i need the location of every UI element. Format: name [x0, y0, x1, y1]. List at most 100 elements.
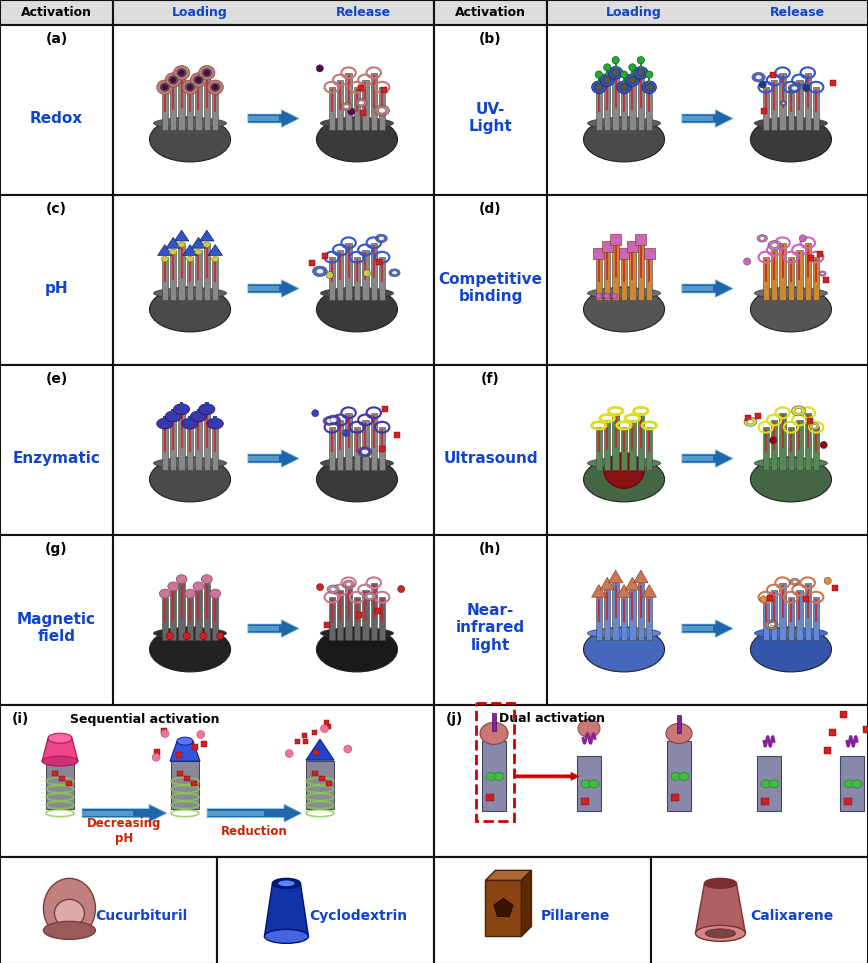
Ellipse shape	[769, 780, 779, 788]
Bar	[486, 794, 494, 801]
Bar	[761, 108, 767, 114]
Ellipse shape	[771, 243, 778, 247]
Circle shape	[646, 71, 653, 78]
Ellipse shape	[356, 98, 367, 107]
Bar	[667, 742, 691, 812]
Bar	[621, 257, 628, 300]
Bar	[547, 0, 868, 25]
Circle shape	[196, 77, 201, 83]
Ellipse shape	[199, 65, 215, 80]
Ellipse shape	[199, 403, 215, 415]
Bar	[204, 413, 210, 470]
Ellipse shape	[364, 592, 376, 601]
Circle shape	[799, 235, 806, 242]
Ellipse shape	[792, 405, 806, 416]
Bar	[113, 0, 434, 25]
Bar	[623, 74, 625, 84]
Ellipse shape	[751, 627, 832, 672]
Bar	[303, 740, 308, 744]
Text: Pillarene: Pillarene	[541, 909, 609, 924]
Bar	[595, 428, 602, 470]
Text: (a): (a)	[45, 32, 68, 46]
Bar	[646, 597, 653, 640]
Ellipse shape	[760, 237, 765, 240]
Ellipse shape	[751, 456, 832, 502]
Bar	[434, 705, 868, 857]
Polygon shape	[200, 230, 214, 241]
Ellipse shape	[193, 582, 204, 591]
Circle shape	[604, 293, 609, 299]
Bar	[547, 25, 868, 195]
Polygon shape	[306, 740, 334, 760]
Bar	[187, 257, 194, 300]
Ellipse shape	[595, 84, 603, 91]
Ellipse shape	[792, 86, 798, 91]
Bar	[379, 257, 385, 300]
Bar	[476, 703, 514, 821]
Polygon shape	[642, 585, 656, 597]
Ellipse shape	[376, 234, 387, 243]
Bar	[830, 80, 836, 86]
Bar	[434, 365, 547, 535]
Bar	[595, 88, 602, 130]
Text: Reduction: Reduction	[221, 824, 288, 838]
Bar	[807, 418, 813, 424]
FancyArrow shape	[682, 286, 713, 291]
Bar	[602, 241, 613, 251]
Bar	[813, 597, 819, 640]
Text: Sequential activation: Sequential activation	[70, 713, 220, 725]
Bar	[638, 73, 644, 130]
FancyArrow shape	[248, 116, 279, 121]
Text: (f): (f)	[481, 372, 500, 386]
Bar	[547, 365, 868, 535]
FancyArrow shape	[514, 772, 579, 780]
Ellipse shape	[361, 450, 368, 455]
Bar	[324, 622, 330, 628]
Bar	[326, 724, 331, 729]
Text: Enzymatic: Enzymatic	[12, 451, 101, 465]
Bar	[646, 428, 653, 470]
Bar	[788, 428, 794, 470]
Bar	[779, 583, 786, 640]
Bar	[170, 420, 176, 470]
Circle shape	[213, 85, 218, 90]
Bar	[362, 80, 369, 130]
Ellipse shape	[821, 273, 825, 274]
Bar	[604, 250, 610, 300]
Text: (d): (d)	[479, 202, 502, 216]
Bar	[808, 255, 814, 261]
Ellipse shape	[642, 81, 656, 93]
Ellipse shape	[182, 418, 198, 429]
Text: Release: Release	[770, 6, 825, 19]
Bar	[604, 420, 610, 470]
Bar	[362, 590, 369, 640]
Bar	[0, 857, 217, 963]
Bar	[813, 88, 819, 130]
Ellipse shape	[157, 80, 173, 94]
Circle shape	[364, 270, 371, 276]
Bar	[595, 597, 602, 640]
Bar	[195, 420, 201, 470]
Ellipse shape	[374, 105, 390, 116]
Ellipse shape	[391, 271, 398, 274]
Bar	[767, 594, 773, 601]
Text: (b): (b)	[479, 32, 502, 46]
Ellipse shape	[378, 236, 385, 241]
Circle shape	[604, 293, 609, 299]
Circle shape	[612, 293, 617, 299]
Bar	[434, 195, 547, 365]
Ellipse shape	[367, 594, 373, 598]
FancyArrow shape	[682, 456, 713, 461]
Ellipse shape	[320, 117, 393, 129]
FancyArrow shape	[248, 456, 279, 461]
Text: Magnetic
field: Magnetic field	[17, 612, 96, 644]
Ellipse shape	[312, 266, 327, 276]
Bar	[629, 420, 635, 470]
Bar	[354, 257, 360, 300]
Bar	[375, 609, 381, 614]
Ellipse shape	[154, 457, 227, 469]
Bar	[577, 756, 601, 812]
Circle shape	[604, 293, 609, 299]
FancyArrow shape	[248, 286, 279, 291]
Bar	[803, 596, 809, 602]
